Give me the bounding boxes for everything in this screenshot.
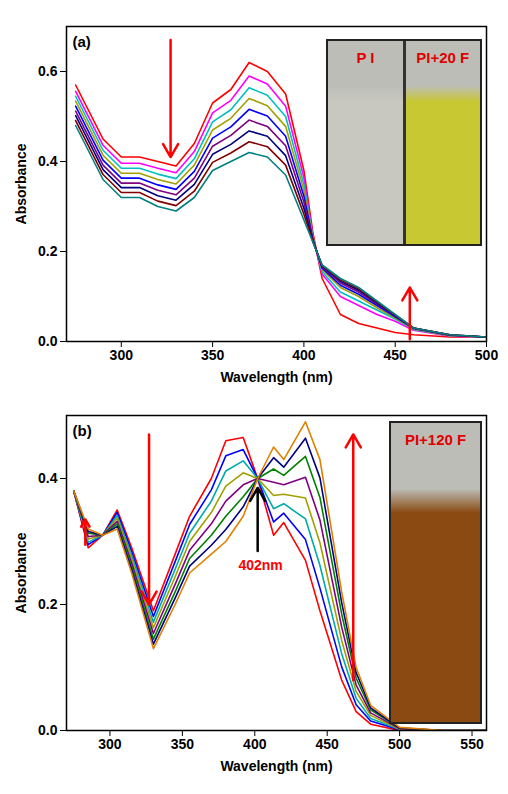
svg-text:400: 400 xyxy=(243,736,267,752)
svg-text:0.0: 0.0 xyxy=(38,722,58,738)
svg-text:Absorbance: Absorbance xyxy=(13,532,29,613)
svg-text:Absorbance: Absorbance xyxy=(13,143,29,224)
svg-text:350: 350 xyxy=(171,736,195,752)
svg-text:(a): (a) xyxy=(73,33,91,50)
svg-text:500: 500 xyxy=(475,347,499,363)
svg-text:402nm: 402nm xyxy=(238,557,282,573)
svg-text:300: 300 xyxy=(110,347,134,363)
html-text:PI+120 F: PI+120 F xyxy=(404,431,467,449)
svg-text:0.4: 0.4 xyxy=(38,153,58,169)
svg-text:550: 550 xyxy=(460,736,484,752)
svg-text:350: 350 xyxy=(201,347,225,363)
html-text:P I: P I xyxy=(356,48,375,66)
svg-text:Wavelength (nm): Wavelength (nm) xyxy=(220,758,332,774)
svg-text:300: 300 xyxy=(98,736,122,752)
svg-text:400: 400 xyxy=(292,347,316,363)
svg-text:0.2: 0.2 xyxy=(38,596,58,612)
svg-text:450: 450 xyxy=(316,736,340,752)
svg-text:500: 500 xyxy=(388,736,412,752)
svg-text:450: 450 xyxy=(384,347,408,363)
svg-text:0.2: 0.2 xyxy=(38,243,58,259)
svg-text:(b): (b) xyxy=(73,422,92,439)
svg-text:0.4: 0.4 xyxy=(38,470,58,486)
svg-text:0.6: 0.6 xyxy=(38,63,58,79)
svg-text:Wavelength (nm): Wavelength (nm) xyxy=(220,369,332,385)
html-text:PI+20 F: PI+20 F xyxy=(416,48,470,66)
svg-text:0.0: 0.0 xyxy=(38,333,58,349)
